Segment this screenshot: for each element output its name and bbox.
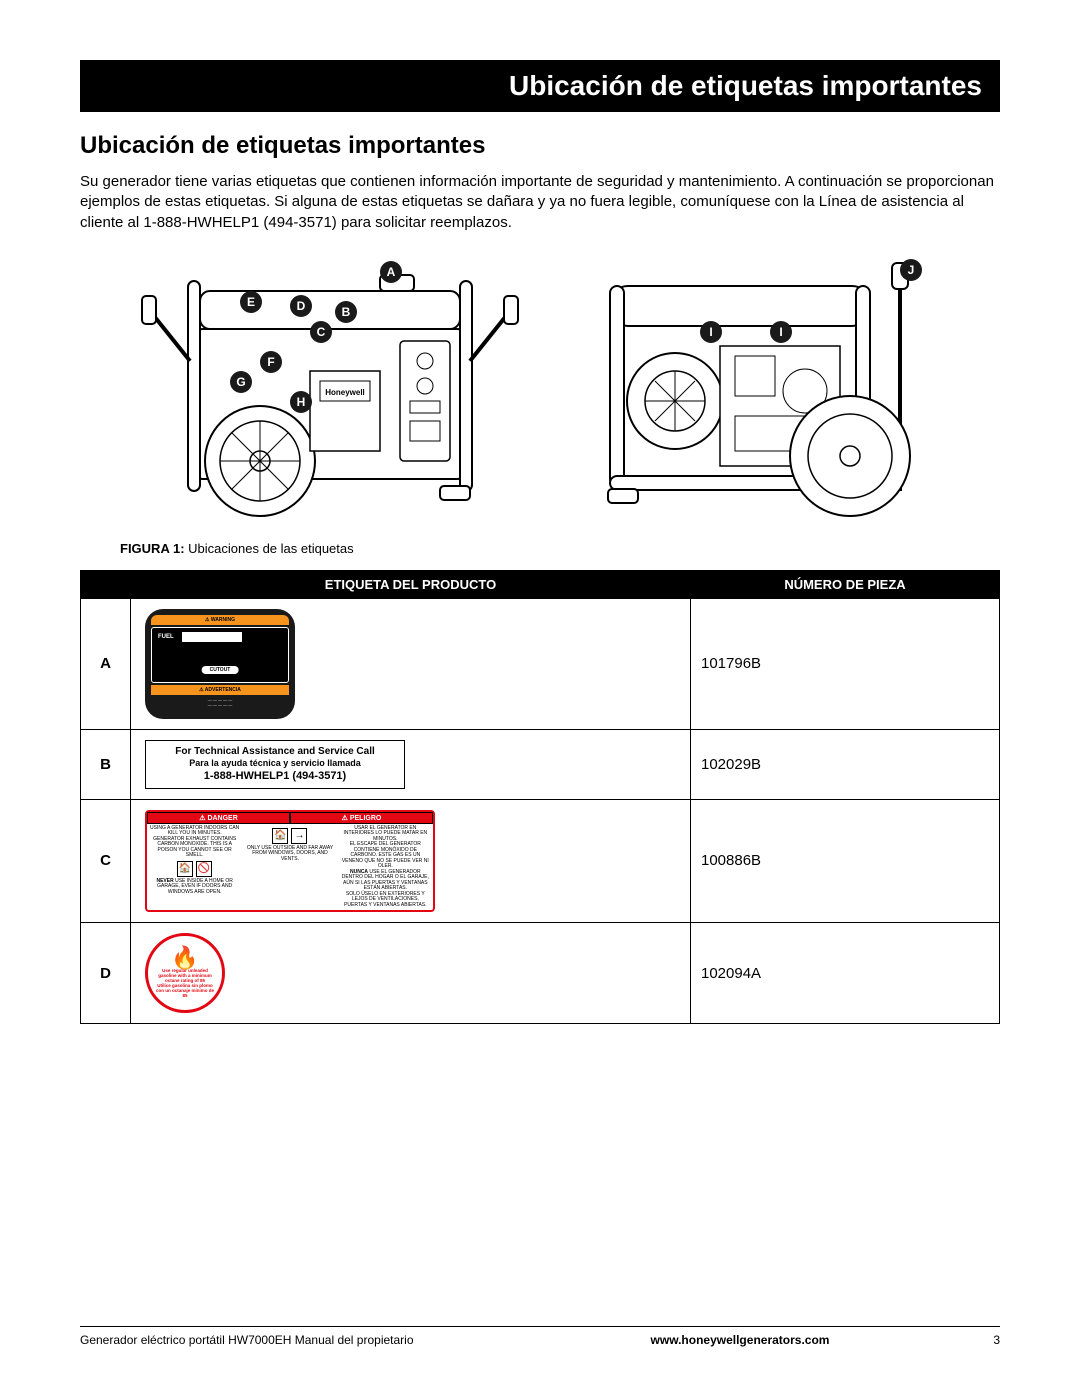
figure-left: Honeywell A E D BC FG H xyxy=(140,251,520,531)
callout-b: B xyxy=(335,301,357,323)
footer-page-number: 3 xyxy=(960,1333,1000,1347)
generator-side-illustration xyxy=(560,251,940,531)
th-part-number: NÚMERO DE PIEZA xyxy=(691,570,1000,598)
table-row: A⚠ WARNINGFUELCUTOUT⚠ ADVERTENCIA— — — —… xyxy=(81,598,1000,729)
page-header-bar: Ubicación de etiquetas importantes xyxy=(80,60,1000,112)
row-letter: C xyxy=(81,799,131,923)
figure-caption: FIGURA 1: Ubicaciones de las etiquetas xyxy=(120,541,1000,556)
callout-c: C xyxy=(310,321,332,343)
callout-a: A xyxy=(380,261,402,283)
figure-caption-text: Ubicaciones de las etiquetas xyxy=(185,541,354,556)
footer-left: Generador eléctrico portátil HW7000EH Ma… xyxy=(80,1333,520,1347)
row-part-number: 101796B xyxy=(691,598,1000,729)
row-part-number: 102094A xyxy=(691,923,1000,1024)
svg-text:Honeywell: Honeywell xyxy=(325,388,365,397)
row-letter: D xyxy=(81,923,131,1024)
footer-url: www.honeywellgenerators.com xyxy=(520,1333,960,1347)
warning-fuel-label-icon: ⚠ WARNINGFUELCUTOUT⚠ ADVERTENCIA— — — — … xyxy=(145,609,295,719)
callout-g: G xyxy=(230,371,252,393)
row-label-thumb: ⚠ DANGER⚠ PELIGROUSING A GENERATOR INDOO… xyxy=(131,799,691,923)
figure-caption-bold: FIGURA 1: xyxy=(120,541,185,556)
page-footer: Generador eléctrico portátil HW7000EH Ma… xyxy=(80,1326,1000,1347)
callout-d: D xyxy=(290,295,312,317)
figure-right: J I I xyxy=(560,251,940,531)
section-heading: Ubicación de etiquetas importantes xyxy=(80,132,1000,160)
row-label-thumb: For Technical Assistance and Service Cal… xyxy=(131,729,691,799)
callout-j: J xyxy=(900,259,922,281)
row-part-number: 100886B xyxy=(691,799,1000,923)
table-row: D🔥Use regular unleaded gasoline with a m… xyxy=(81,923,1000,1024)
gasoline-octane-label-icon: 🔥Use regular unleaded gasoline with a mi… xyxy=(145,933,225,1013)
table-row: B For Technical Assistance and Service Ca… xyxy=(81,729,1000,799)
callout-i: I xyxy=(700,321,722,343)
callout-i: I xyxy=(770,321,792,343)
row-letter: A xyxy=(81,598,131,729)
row-label-thumb: ⚠ WARNINGFUELCUTOUT⚠ ADVERTENCIA— — — — … xyxy=(131,598,691,729)
table-row: C⚠ DANGER⚠ PELIGROUSING A GENERATOR INDO… xyxy=(81,799,1000,923)
row-part-number: 102029B xyxy=(691,729,1000,799)
generator-front-illustration: Honeywell xyxy=(140,251,520,531)
callout-f: F xyxy=(260,351,282,373)
callout-e: E xyxy=(240,291,262,313)
row-letter: B xyxy=(81,729,131,799)
danger-co-label-icon: ⚠ DANGER⚠ PELIGROUSING A GENERATOR INDOO… xyxy=(145,810,435,913)
th-product-label: ETIQUETA DEL PRODUCTO xyxy=(131,570,691,598)
callout-h: H xyxy=(290,391,312,413)
service-call-label-icon: For Technical Assistance and Service Cal… xyxy=(145,740,405,789)
intro-paragraph: Su generador tiene varias etiquetas que … xyxy=(80,172,1000,233)
th-blank xyxy=(81,570,131,598)
row-label-thumb: 🔥Use regular unleaded gasoline with a mi… xyxy=(131,923,691,1024)
labels-table: ETIQUETA DEL PRODUCTO NÚMERO DE PIEZA A⚠… xyxy=(80,570,1000,1024)
figures-row: Honeywell A E D BC FG H xyxy=(80,251,1000,531)
